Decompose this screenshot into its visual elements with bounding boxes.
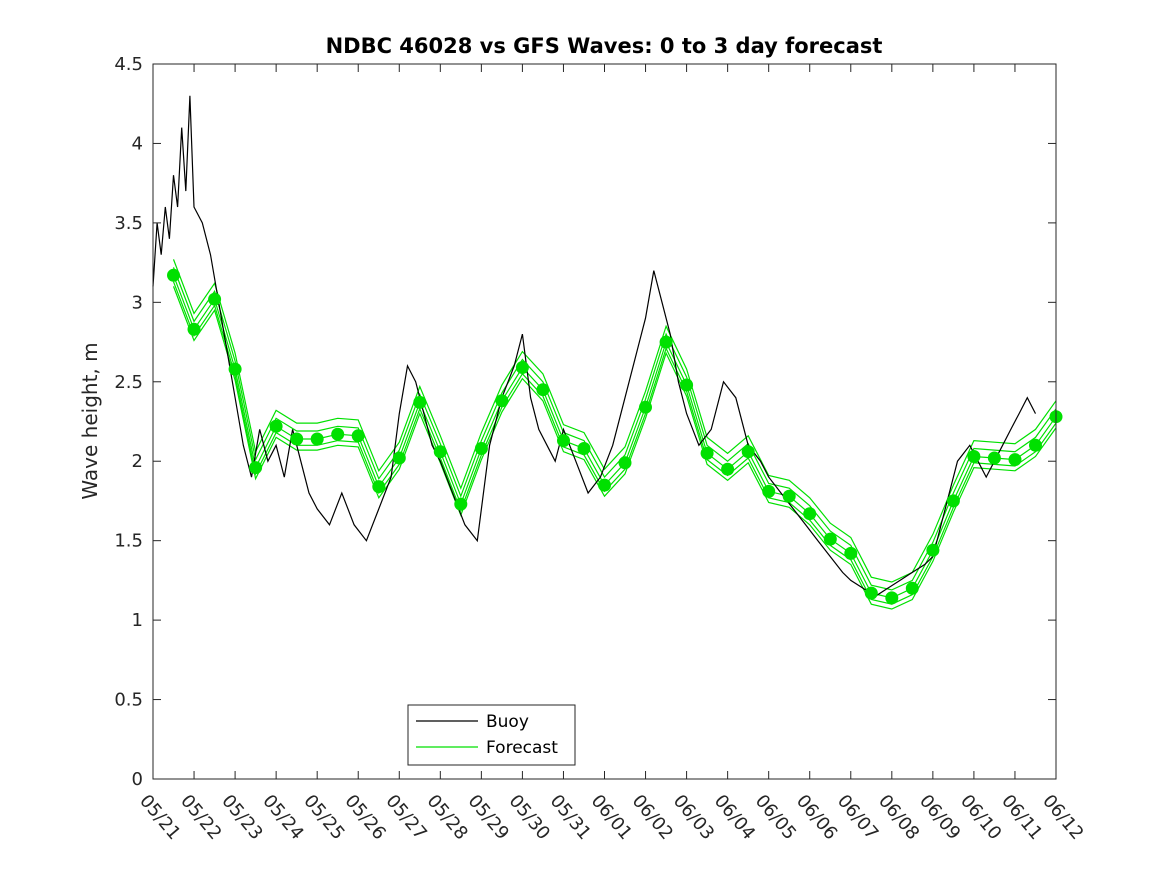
forecast-point	[187, 322, 201, 336]
legend-forecast-label: Forecast	[486, 738, 558, 758]
forecast-line-2	[172, 267, 1057, 591]
forecast-point	[618, 456, 632, 470]
y-tick-label: 2	[132, 451, 143, 472]
forecast-point	[536, 383, 550, 397]
forecast-point	[803, 507, 817, 521]
forecast-point	[823, 532, 837, 546]
forecast-point	[208, 292, 222, 306]
y-tick-label: 3	[132, 292, 143, 313]
forecast-point	[864, 586, 878, 600]
forecast-point	[557, 434, 570, 448]
forecast-point	[946, 494, 960, 508]
legend-box	[407, 704, 576, 766]
forecast-point	[1029, 438, 1042, 452]
forecast-point	[413, 395, 427, 409]
plot-area	[152, 95, 1063, 610]
y-tick-label: 1.5	[114, 531, 143, 552]
buoy-line	[152, 95, 1037, 598]
y-tick-label: 3.5	[114, 213, 143, 234]
forecast-point	[700, 446, 714, 460]
forecast-point	[433, 445, 447, 459]
forecast-point	[905, 581, 919, 595]
forecast-point	[249, 461, 263, 475]
forecast-point	[515, 361, 529, 374]
forecast-point	[495, 394, 509, 408]
forecast-point	[762, 484, 776, 498]
forecast-point	[987, 451, 1001, 465]
forecast-point	[290, 432, 304, 446]
forecast-point	[392, 451, 406, 465]
forecast-point	[659, 335, 673, 349]
legend-buoy-label: Buoy	[486, 712, 529, 732]
forecast-point	[885, 591, 899, 605]
forecast-point	[967, 450, 981, 463]
forecast-point	[228, 362, 242, 376]
forecast-point	[454, 497, 468, 511]
y-tick-label: 1	[132, 610, 143, 631]
forecast-point	[351, 429, 365, 443]
forecast-point	[598, 478, 611, 492]
y-tick-label: 4	[132, 133, 143, 154]
legend: Buoy Forecast	[407, 704, 576, 766]
y-axis-label: Wave height, m	[78, 342, 102, 499]
forecast-point	[844, 546, 858, 560]
forecast-point	[331, 427, 345, 441]
forecast-point	[577, 442, 591, 455]
forecast-point	[1008, 453, 1022, 467]
forecast-point	[721, 462, 735, 476]
forecast-point	[310, 432, 324, 446]
y-tick-label: 0.5	[114, 690, 143, 711]
forecast-point	[926, 543, 940, 557]
forecast-point	[639, 400, 652, 414]
forecast-point	[269, 419, 283, 433]
y-tick-label: 2.5	[114, 372, 143, 393]
forecast-point	[741, 445, 755, 459]
forecast-point	[782, 489, 796, 503]
y-tick-label: 4.5	[114, 54, 143, 75]
forecast-point	[474, 442, 488, 455]
forecast-point	[372, 480, 386, 494]
chart-title: NDBC 46028 vs GFS Waves: 0 to 3 day fore…	[326, 34, 883, 58]
forecast-point	[167, 268, 180, 282]
forecast-point	[680, 378, 694, 392]
forecast-line-1	[172, 286, 1057, 610]
y-tick-label: 0	[132, 769, 143, 790]
